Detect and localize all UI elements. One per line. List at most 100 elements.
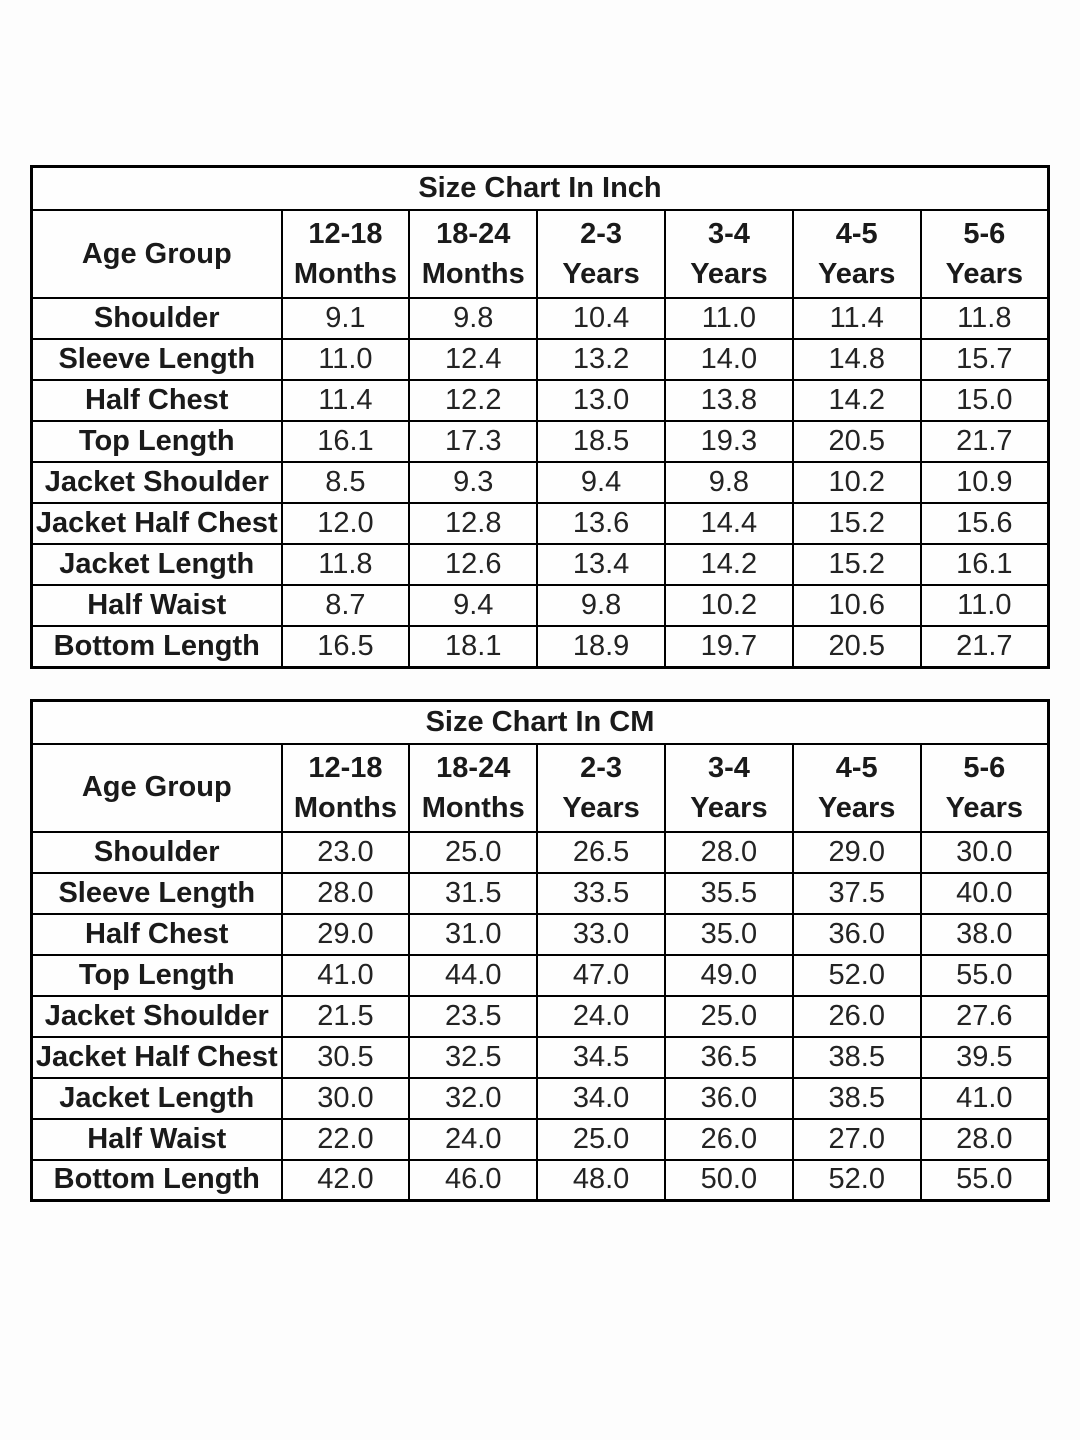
cell-value: 21.7 [919,625,1050,668]
column-header-line: 2-3 [580,751,623,784]
table-row: Jacket Shoulder 21.5 23.5 24.0 25.0 26.0 27.6 [30,994,1050,1038]
size-chart-page: Size Chart In Inch Age Group 12-18 Months… [30,165,1050,1202]
cell-value: 12.4 [408,338,539,381]
cell-value: 46.0 [408,1158,539,1202]
cell-value: 30.0 [280,1076,411,1120]
cell-value: 49.0 [663,953,794,997]
column-header: 2-3 Years [536,209,666,299]
cell-value: 12.2 [408,379,539,422]
cell-value: 14.8 [791,338,922,381]
cell-value: 24.0 [408,1117,539,1161]
cell-value: 14.2 [791,379,922,422]
cell-value: 17.3 [408,420,539,463]
row-label: Half Chest [30,912,283,956]
cell-value: 29.0 [791,830,922,874]
cell-value: 26.5 [536,830,666,874]
table-title: Size Chart In CM [30,699,1050,745]
cell-value: 21.7 [919,420,1050,463]
column-header-line: Years [945,791,1024,824]
row-label: Bottom Length [30,625,283,668]
cell-value: 8.5 [280,461,411,504]
age-group-header: Age Group [30,742,283,833]
cell-value: 14.0 [663,338,794,381]
table-row: Jacket Length 30.0 32.0 34.0 36.0 38.5 41.0 [30,1076,1050,1120]
column-header: 18-24 Months [408,742,539,833]
cell-value: 11.8 [919,297,1050,340]
cell-value: 52.0 [791,953,922,997]
cell-value: 14.4 [663,502,794,545]
column-header-line: Years [818,258,896,290]
cell-value: 16.1 [919,543,1050,586]
cell-value: 9.8 [408,297,539,340]
column-header-line: Years [690,258,768,290]
row-label: Sleeve Length [30,338,283,381]
cell-value: 47.0 [536,953,666,997]
cell-value: 23.0 [280,830,411,874]
cell-value: 11.8 [280,543,411,586]
column-header-line: 12-18 [308,751,383,784]
cell-value: 36.0 [663,1076,794,1120]
table-row: Jacket Half Chest 30.5 32.5 34.5 36.5 38.5 39.… [30,1035,1050,1079]
table-row: Shoulder 23.0 25.0 26.5 28.0 29.0 30.0 [30,830,1050,874]
column-header: 3-4 Years [663,209,794,299]
cell-value: 9.8 [536,584,666,627]
cell-value: 14.2 [663,543,794,586]
cell-value: 18.1 [408,625,539,668]
row-label: Half Chest [30,379,283,422]
cell-value: 16.1 [280,420,411,463]
cell-value: 38.5 [791,1076,922,1120]
cell-value: 25.0 [536,1117,666,1161]
cell-value: 10.2 [663,584,794,627]
cell-value: 30.0 [919,830,1050,874]
cell-value: 28.0 [663,830,794,874]
cell-value: 12.6 [408,543,539,586]
table-row: Bottom Length 42.0 46.0 48.0 50.0 52.0 55.0 [30,1158,1050,1202]
cell-value: 13.2 [536,338,666,381]
cell-value: 48.0 [536,1158,666,1202]
cell-value: 15.2 [791,502,922,545]
table-row: Jacket Half Chest 12.0 12.8 13.6 14.4 15.2 15.… [30,502,1050,545]
cell-value: 55.0 [919,953,1050,997]
table-title-row: Size Chart In Inch [30,165,1050,211]
table-row: Shoulder 9.1 9.8 10.4 11.0 11.4 11.8 [30,297,1050,340]
cell-value: 31.5 [408,871,539,915]
cell-value: 9.4 [408,584,539,627]
cell-value: 15.0 [919,379,1050,422]
table-row: Half Waist 22.0 24.0 25.0 26.0 27.0 28.0 [30,1117,1050,1161]
column-header-line: 5-6 [963,751,1006,784]
cell-value: 25.0 [663,994,794,1038]
column-header-line: Years [818,791,896,824]
table-title: Size Chart In Inch [30,165,1050,211]
cell-value: 11.4 [280,379,411,422]
cell-value: 55.0 [919,1158,1050,1202]
cell-value: 11.0 [663,297,794,340]
cell-value: 9.4 [536,461,666,504]
cell-value: 44.0 [408,953,539,997]
table-row: Half Chest 11.4 12.2 13.0 13.8 14.2 15.0 [30,379,1050,422]
cell-value: 27.6 [919,994,1050,1038]
row-label: Jacket Half Chest [30,1035,283,1079]
column-header-line: Months [293,791,397,824]
table-row: Half Chest 29.0 31.0 33.0 35.0 36.0 38.0 [30,912,1050,956]
cell-value: 11.0 [919,584,1050,627]
cell-value: 15.6 [919,502,1050,545]
column-header: 12-18 Months [280,209,411,299]
column-header: 2-3 Years [536,742,666,833]
cell-value: 32.0 [408,1076,539,1120]
cell-value: 25.0 [408,830,539,874]
table-row: Jacket Shoulder 8.5 9.3 9.4 9.8 10.2 10.9 [30,461,1050,504]
cell-value: 33.0 [536,912,666,956]
cell-value: 13.6 [536,502,666,545]
cell-value: 35.5 [663,871,794,915]
cell-value: 11.4 [791,297,922,340]
cell-value: 36.0 [791,912,922,956]
table-header-row: Age Group 12-18 Months 18-24 Months 2-3 Years… [30,209,1050,299]
cell-value: 34.5 [536,1035,666,1079]
column-header: 18-24 Months [408,209,539,299]
cell-value: 22.0 [280,1117,411,1161]
cell-value: 13.8 [663,379,794,422]
cell-value: 10.4 [536,297,666,340]
cell-value: 40.0 [919,871,1050,915]
row-label: Jacket Length [30,1076,283,1120]
cell-value: 10.6 [791,584,922,627]
